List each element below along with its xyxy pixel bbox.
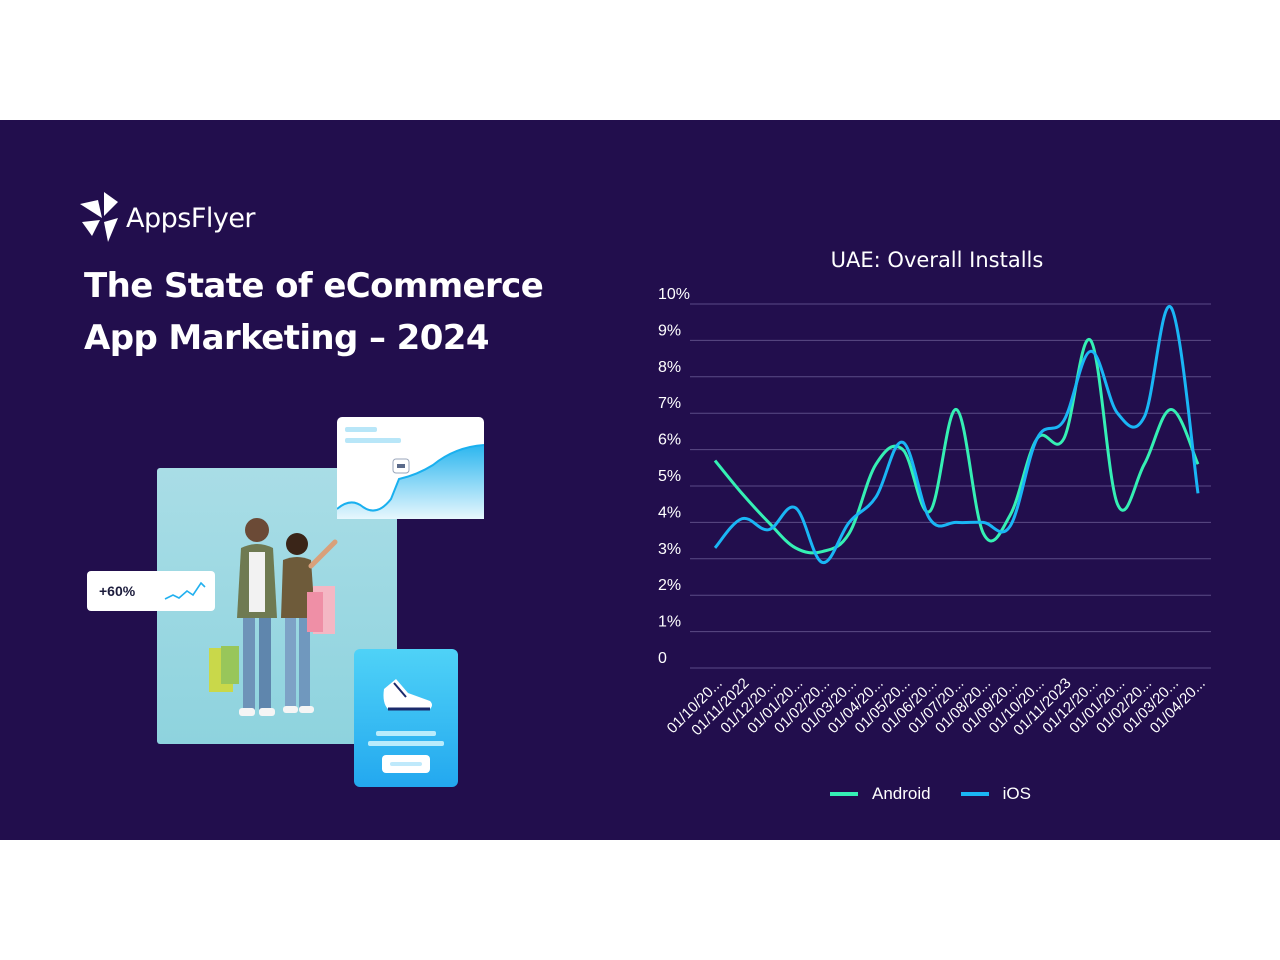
- series-line-android: [713, 338, 1200, 555]
- sneaker-icon: [368, 679, 444, 773]
- brand-logo: AppsFlyer: [78, 192, 256, 244]
- legend-label-android: Android: [872, 784, 931, 803]
- stat-badge: +60%: [99, 583, 136, 599]
- appsflyer-logo-icon: [80, 192, 118, 242]
- y-tick-label: 1%: [658, 614, 681, 631]
- shoppers-illustration: [209, 518, 338, 716]
- y-tick-label: 4%: [658, 504, 681, 521]
- sparkline-icon: [164, 581, 206, 600]
- y-tick-label: 7%: [658, 395, 681, 412]
- legend-swatch-ios: [960, 792, 989, 796]
- stat-card: +60%: [87, 571, 215, 611]
- x-axis-ticks: 01/10/20...01/11/202201/12/20...01/01/20…: [664, 675, 1209, 739]
- y-tick-label: 5%: [658, 468, 681, 485]
- installs-line-chart: 0 1% 2% 3% 4% 5% 6% 7% 8% 9% 10% 01/10/20...01/11/…: [658, 286, 1211, 739]
- y-axis-ticks: 0 1% 2% 3% 4% 5% 6% 7% 8% 9% 10%: [658, 286, 690, 667]
- legend-item-android: Android: [830, 784, 931, 804]
- chart-title: UAE: Overall Installs: [830, 248, 1044, 272]
- product-card: [354, 649, 458, 787]
- y-tick-label: 3%: [658, 541, 681, 558]
- y-tick-label: 6%: [658, 432, 681, 449]
- chart-grid: [690, 303, 1211, 669]
- chart-legend: Android iOS: [830, 784, 1061, 804]
- series-line-ios: [713, 305, 1200, 564]
- chart-series: [713, 305, 1200, 564]
- y-tick-label: 9%: [658, 322, 681, 339]
- report-banner: AppsFlyer The State of eCommerce App Mar…: [0, 120, 1280, 840]
- title-line-1: The State of eCommerce: [84, 266, 544, 306]
- y-tick-label: 2%: [658, 577, 681, 594]
- growth-chart-card: [336, 417, 485, 519]
- y-tick-label: 0: [658, 650, 667, 667]
- title-line-2: App Marketing – 2024: [84, 318, 489, 358]
- growth-area-graphic: [336, 427, 485, 519]
- legend-swatch-android: [830, 792, 858, 796]
- brand-name: AppsFlyer: [126, 202, 256, 234]
- y-tick-label: 8%: [658, 359, 681, 376]
- page-title: The State of eCommerce App Marketing – 2…: [84, 260, 544, 364]
- y-tick-label: 10%: [658, 286, 690, 303]
- legend-label-ios: iOS: [1002, 784, 1031, 803]
- legend-item-ios: iOS: [960, 784, 1031, 804]
